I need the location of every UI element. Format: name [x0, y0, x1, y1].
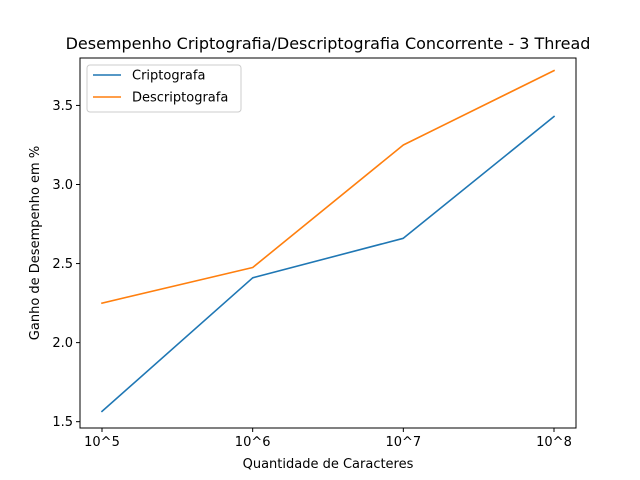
x-axis-label: Quantidade de Caracteres [243, 457, 414, 472]
y-tick-label: 3.0 [52, 178, 73, 193]
series-line-criptografa [100, 115, 556, 413]
x-tick-label: 10^7 [385, 435, 421, 450]
legend: Criptografa Descriptografa [86, 64, 242, 113]
y-tick-label: 1.5 [52, 415, 73, 430]
y-tick-label: 2.0 [52, 336, 73, 351]
series-layer [100, 69, 556, 413]
x-tick-label: 10^8 [536, 435, 572, 450]
y-axis: 1.5 2.0 2.5 3.0 3.5 [52, 99, 80, 430]
chart-title: Desempenho Criptografia/Descriptografia … [66, 34, 591, 53]
x-axis: 10^5 10^6 10^7 10^8 [84, 428, 572, 450]
x-tick-label: 10^5 [84, 435, 120, 450]
plot-frame [79, 57, 577, 429]
y-axis-label: Ganho de Desempenho em % [28, 146, 43, 340]
legend-label: Criptografa [132, 69, 205, 84]
legend-label: Descriptografa [132, 91, 228, 106]
y-tick-label: 2.5 [52, 257, 73, 272]
y-tick-label: 3.5 [52, 99, 73, 114]
legend-box [86, 64, 242, 113]
series-line-descriptografa [101, 69, 556, 305]
x-tick-label: 10^6 [235, 435, 271, 450]
